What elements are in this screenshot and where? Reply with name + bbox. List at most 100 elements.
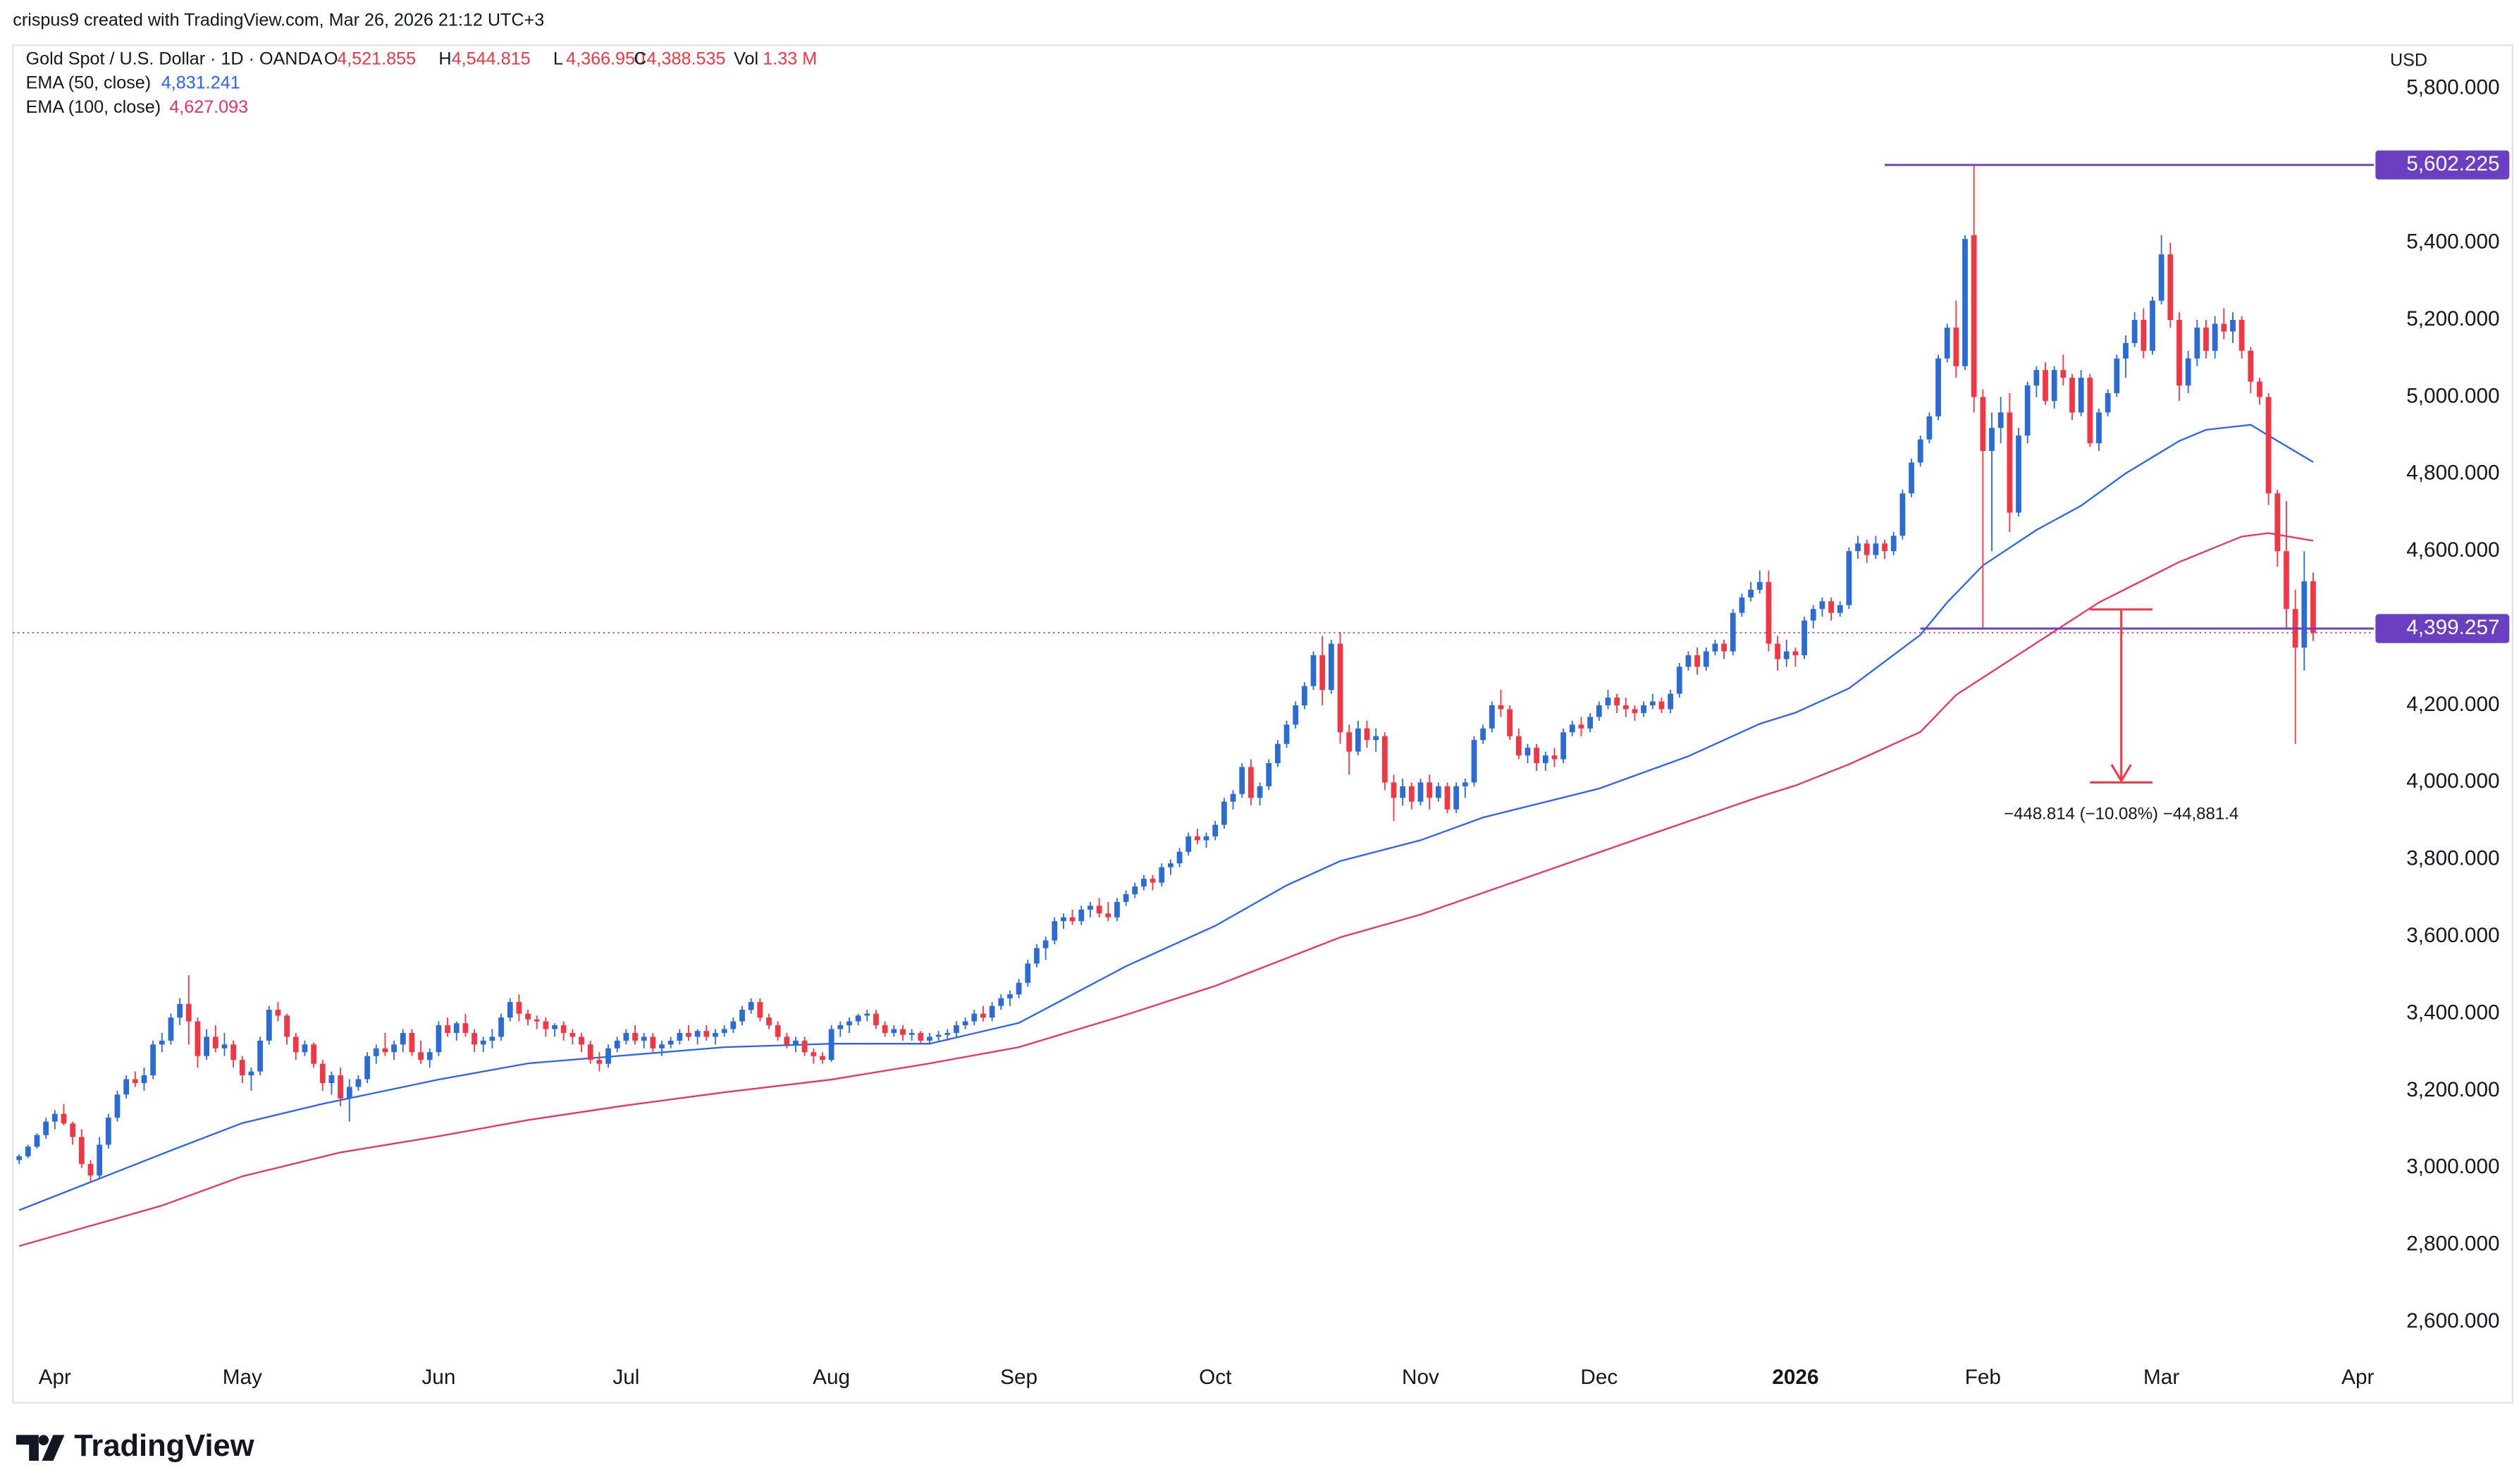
candle-body	[1319, 655, 1326, 691]
candle-body	[1605, 698, 1611, 705]
candle-body	[1203, 836, 1209, 841]
candle-body	[1890, 536, 1897, 552]
candle-body	[1400, 786, 1406, 798]
candle-body	[1025, 963, 1031, 983]
candle-body	[97, 1144, 103, 1176]
candle-body	[177, 1003, 183, 1018]
candle-body	[935, 1034, 942, 1037]
candle-body	[1462, 782, 1468, 786]
candle-body	[230, 1044, 237, 1061]
y-tick-label: 4,800.000	[2406, 462, 2499, 485]
candle-body	[1052, 921, 1058, 941]
candle-body	[61, 1113, 67, 1124]
candle-body	[1453, 786, 1460, 810]
legend-value: 4,627.093	[169, 97, 248, 117]
candle-body	[686, 1032, 691, 1037]
candle-body	[1435, 786, 1441, 798]
candle-body	[507, 1002, 513, 1018]
candle-body	[1917, 439, 1923, 463]
candle-body	[954, 1025, 959, 1033]
candle-body	[1337, 643, 1343, 733]
candle-body	[1578, 724, 1584, 729]
candle-body	[346, 1087, 352, 1099]
candle-body	[1828, 601, 1834, 613]
candle-body	[962, 1021, 968, 1025]
candle-body	[302, 1044, 308, 1053]
candle-body	[1248, 767, 1254, 798]
candle-body	[534, 1019, 540, 1022]
candle-body	[1810, 609, 1816, 621]
candle-body	[1480, 728, 1486, 741]
candle-body	[2301, 581, 2308, 648]
candle-body	[1962, 239, 1968, 366]
x-tick-label: Nov	[1402, 1366, 1439, 1389]
candle-body	[2016, 435, 2021, 513]
candle-body	[1622, 705, 1629, 710]
candle-body	[944, 1032, 951, 1035]
candle-body	[1301, 686, 1307, 705]
y-tick-label: 4,200.000	[2406, 693, 2499, 716]
candle-body	[1685, 655, 1692, 667]
candle-body	[1408, 786, 1415, 802]
candle-body	[623, 1032, 629, 1041]
ema-line	[18, 532, 2314, 1247]
candle-body	[713, 1032, 718, 1037]
candle-body	[43, 1121, 49, 1135]
candle-body	[2203, 327, 2209, 351]
candle-body	[1989, 428, 1995, 452]
measure-arrow	[2110, 764, 2132, 783]
candle-body	[2087, 378, 2093, 444]
candle-body	[1123, 894, 1129, 902]
y-tick-label: 3,800.000	[2406, 847, 2499, 870]
candle-body	[801, 1040, 808, 1053]
candle-body	[2096, 412, 2102, 444]
candle-body	[2257, 381, 2262, 397]
brand: TradingView	[74, 1429, 254, 1463]
candle-body	[1042, 940, 1049, 948]
candle-body	[1176, 851, 1183, 864]
credit: crispus9 created with TradingView.com, M…	[13, 10, 544, 30]
candle-body	[400, 1032, 406, 1045]
chart-title: Gold Spot / U.S. Dollar · 1D · OANDA	[26, 49, 323, 68]
candle-body	[1614, 698, 1620, 705]
candle-body	[2284, 551, 2289, 610]
candle-body	[480, 1040, 486, 1045]
candle-body	[1819, 601, 1825, 610]
candle-body	[436, 1025, 442, 1053]
candle-body	[721, 1029, 727, 1033]
ohlc-value: 4,388.535	[647, 49, 726, 68]
ohlc-value: 4,366.950	[566, 49, 645, 68]
candle-body	[87, 1163, 94, 1176]
y-tick-label: 2,600.000	[2406, 1309, 2499, 1332]
candle-body	[338, 1075, 343, 1099]
ohlc-value: 4,544.815	[452, 49, 531, 68]
candle-body	[998, 998, 1004, 1006]
candle-body	[552, 1025, 558, 1029]
candle-body	[2043, 370, 2048, 401]
candle-body	[1007, 994, 1013, 998]
candle-body	[1775, 643, 1780, 660]
candle-body	[1489, 705, 1495, 729]
x-tick-label: Apr	[39, 1366, 71, 1389]
volume-name: Vol	[734, 49, 758, 68]
candle-body	[1864, 543, 1870, 555]
candle-body	[587, 1044, 593, 1061]
candle-body	[1088, 905, 1093, 910]
candle-body	[2194, 327, 2200, 359]
candle-body	[2078, 378, 2084, 413]
x-tick-label: Sep	[1000, 1366, 1037, 1389]
candle-body	[355, 1079, 362, 1087]
candle-body	[51, 1113, 58, 1122]
legend-name: EMA (50, close)	[26, 73, 152, 93]
ohlc-value: 4,521.855	[337, 49, 416, 68]
candle-body	[266, 1010, 272, 1041]
price-label-box	[2375, 614, 2510, 643]
candle-body	[1882, 543, 1887, 552]
candle-body	[1141, 879, 1147, 887]
candle-body	[1471, 740, 1477, 783]
candle-body	[1274, 743, 1281, 764]
candle-body	[2176, 320, 2182, 386]
candle-body	[1703, 651, 1709, 667]
candle-body	[560, 1025, 567, 1033]
